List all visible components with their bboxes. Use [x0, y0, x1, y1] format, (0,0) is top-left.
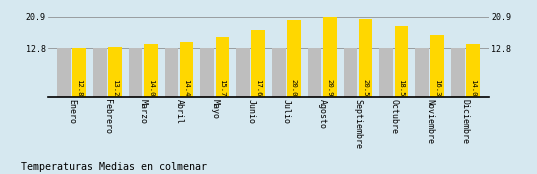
Bar [344, 48, 357, 97]
Bar [129, 48, 142, 97]
Bar [415, 48, 429, 97]
Bar [108, 47, 122, 97]
Bar [236, 48, 250, 97]
Bar [72, 48, 86, 97]
Text: 14.4: 14.4 [184, 79, 190, 96]
Text: 13.2: 13.2 [112, 79, 118, 96]
Bar [93, 48, 107, 97]
Text: 16.3: 16.3 [434, 79, 440, 96]
Text: 17.6: 17.6 [255, 79, 261, 96]
Bar [180, 42, 193, 97]
Text: 14.0: 14.0 [148, 79, 154, 96]
Text: 15.7: 15.7 [219, 79, 226, 96]
Bar [466, 44, 480, 97]
Text: 20.5: 20.5 [362, 79, 368, 96]
Text: Temperaturas Medias en colmenar: Temperaturas Medias en colmenar [21, 162, 207, 172]
Bar [215, 37, 229, 97]
Bar [308, 48, 322, 97]
Bar [451, 48, 465, 97]
Bar [200, 48, 214, 97]
Bar [380, 48, 393, 97]
Text: 12.8: 12.8 [76, 79, 82, 96]
Bar [272, 48, 286, 97]
Text: 20.9: 20.9 [326, 79, 333, 96]
Bar [287, 20, 301, 97]
Bar [323, 17, 337, 97]
Bar [430, 35, 444, 97]
Bar [395, 26, 408, 97]
Bar [57, 48, 71, 97]
Text: 14.0: 14.0 [470, 79, 476, 96]
Bar [359, 18, 372, 97]
Bar [165, 48, 178, 97]
Text: 20.0: 20.0 [291, 79, 297, 96]
Text: 18.5: 18.5 [398, 79, 404, 96]
Bar [251, 30, 265, 97]
Bar [144, 44, 157, 97]
